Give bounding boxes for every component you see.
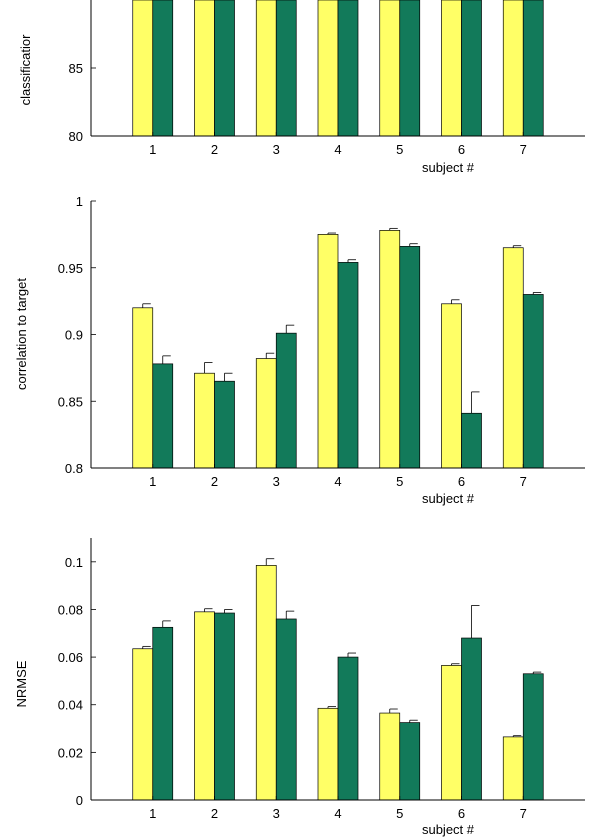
bar-series-2-subject-1 xyxy=(152,363,174,469)
x-axis-label: subject # xyxy=(422,160,475,175)
y-tick-label: 0.9 xyxy=(65,328,83,343)
bar-series-2-subject-7 xyxy=(522,294,544,469)
bar-series-2-subject-5 xyxy=(399,722,421,801)
bar-series-2-subject-4 xyxy=(337,656,359,801)
y-tick-label: 0.06 xyxy=(58,650,83,665)
bar-series-1-subject-7 xyxy=(502,0,524,137)
bar-series-1-subject-6 xyxy=(441,303,462,469)
x-tick-label: 6 xyxy=(458,806,465,821)
bar-series-1-subject-1 xyxy=(132,0,154,137)
x-tick-label: 5 xyxy=(396,474,403,489)
y-tick-label: 1 xyxy=(76,194,83,209)
bar-series-2-subject-3 xyxy=(275,0,297,137)
bar-series-1-subject-6 xyxy=(441,665,462,801)
bar-series-1-subject-1 xyxy=(132,307,154,469)
x-tick-label: 3 xyxy=(273,142,280,157)
x-tick-label: 6 xyxy=(458,474,465,489)
bar-series-1-subject-7 xyxy=(502,736,524,801)
bar-series-1-subject-5 xyxy=(379,712,401,801)
y-tick-label: 0.95 xyxy=(58,261,83,276)
y-tick-label: 85 xyxy=(69,61,83,76)
y-axis-label: NRMSE xyxy=(14,660,29,707)
x-tick-label: 3 xyxy=(273,806,280,821)
bar-series-1-subject-3 xyxy=(255,358,277,469)
y-tick-label: 80 xyxy=(69,129,83,144)
bar-series-2-subject-6 xyxy=(461,412,482,469)
x-tick-label: 4 xyxy=(334,806,341,821)
y-tick-label: 0.1 xyxy=(65,555,83,570)
bar-series-1-subject-6 xyxy=(441,0,462,137)
bar-series-2-subject-2 xyxy=(214,612,235,801)
bar-series-1-subject-3 xyxy=(255,565,277,801)
bar-series-1-subject-5 xyxy=(379,230,401,469)
bar-series-2-subject-2 xyxy=(214,380,235,469)
bar-series-2-subject-7 xyxy=(522,673,544,801)
x-tick-label: 2 xyxy=(211,142,218,157)
bar-series-1-subject-3 xyxy=(255,0,277,137)
bar-series-1-subject-4 xyxy=(317,234,339,469)
x-axis-label: subject # xyxy=(422,822,475,837)
x-tick-label: 1 xyxy=(149,474,156,489)
y-tick-label: 0.85 xyxy=(58,394,83,409)
bar-series-1-subject-4 xyxy=(317,707,339,801)
bar-series-1-subject-7 xyxy=(502,247,524,469)
bar-series-2-subject-5 xyxy=(399,246,421,469)
y-tick-label: 0.02 xyxy=(58,745,83,760)
x-tick-label: 7 xyxy=(520,806,527,821)
bar-series-2-subject-1 xyxy=(152,0,174,137)
y-tick-label: 0.8 xyxy=(65,461,83,476)
bar-series-2-subject-4 xyxy=(337,262,359,469)
bar-series-2-subject-5 xyxy=(399,0,421,137)
y-tick-label: 0 xyxy=(76,793,83,808)
x-tick-label: 4 xyxy=(334,474,341,489)
x-tick-label: 7 xyxy=(520,474,527,489)
y-axis-label: classificatior xyxy=(18,34,33,105)
y-axis-label: correlation to target xyxy=(14,278,29,390)
x-tick-label: 1 xyxy=(149,142,156,157)
y-tick-label: 0.08 xyxy=(58,602,83,617)
y-tick-label: 0.04 xyxy=(58,698,83,713)
x-tick-label: 1 xyxy=(149,806,156,821)
bar-series-1-subject-2 xyxy=(194,0,215,137)
bar-series-1-subject-4 xyxy=(317,0,339,137)
x-tick-label: 2 xyxy=(211,806,218,821)
bar-series-2-subject-1 xyxy=(152,626,174,801)
nrmse-chart: 1 2 3 4 5 6 7 0 0.02 0.04 0.06 0.08 0.1 subject # NRMS… xyxy=(14,538,585,837)
bar-series-2-subject-3 xyxy=(275,332,297,469)
x-axis-label: subject # xyxy=(422,491,475,506)
x-tick-label: 5 xyxy=(396,142,403,157)
bar-series-2-subject-6 xyxy=(461,637,482,801)
bar-series-1-subject-2 xyxy=(194,372,215,469)
bar-series-2-subject-3 xyxy=(275,618,297,801)
bar-series-1-subject-5 xyxy=(379,0,401,137)
classification-chart: 1 2 3 4 5 6 7 80 85 subject # classificatior xyxy=(18,0,585,175)
bar-series-2-subject-4 xyxy=(337,0,359,137)
x-tick-label: 6 xyxy=(458,142,465,157)
bar-series-2-subject-7 xyxy=(522,0,544,137)
correlation-chart: 1 2 3 4 5 6 7 0.8 0.85 0.9 0.95 1 subject # correlati… xyxy=(14,194,585,506)
bar-series-1-subject-1 xyxy=(132,648,154,801)
bar-series-1-subject-2 xyxy=(194,611,215,801)
bar-series-2-subject-6 xyxy=(461,0,482,137)
x-tick-label: 5 xyxy=(396,806,403,821)
x-tick-label: 7 xyxy=(520,142,527,157)
bar-series-2-subject-2 xyxy=(214,0,235,137)
x-tick-label: 4 xyxy=(334,142,341,157)
x-tick-label: 2 xyxy=(211,474,218,489)
x-tick-label: 3 xyxy=(273,474,280,489)
